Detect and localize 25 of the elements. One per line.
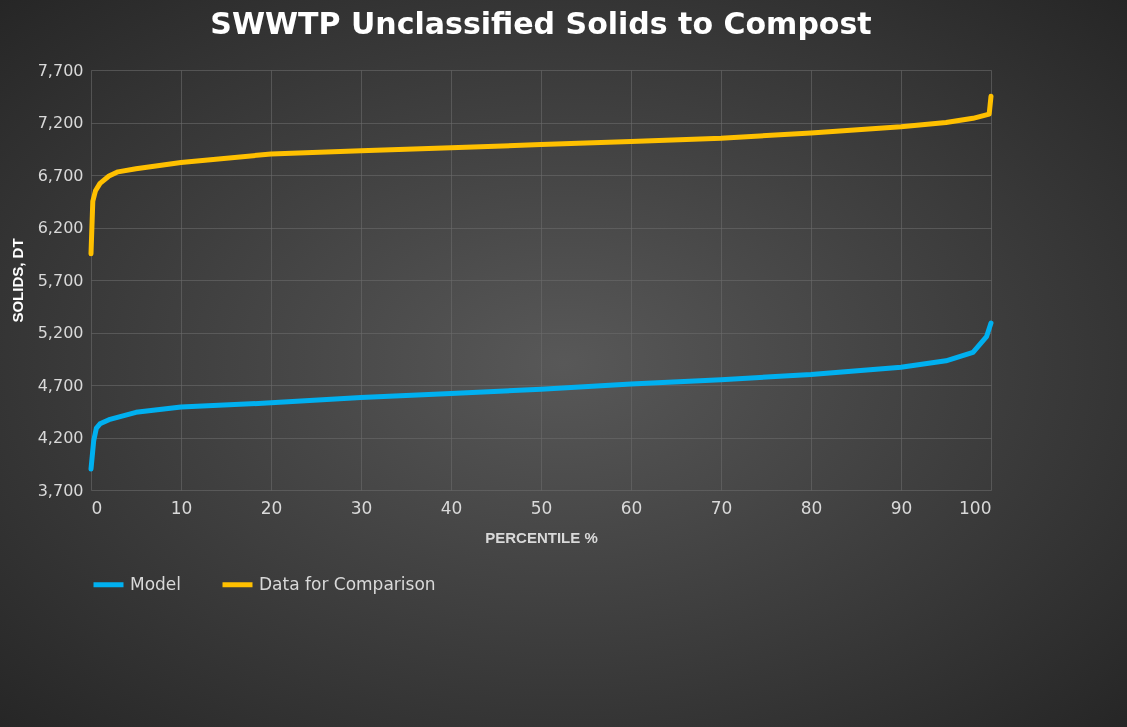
y-tick-label: 5,200 [37, 323, 84, 342]
legend-label: Data for Comparison [259, 573, 436, 594]
y-tick-label: 6,700 [37, 165, 84, 185]
x-tick-label: 80 [800, 497, 823, 518]
y-tick-label: 4,200 [37, 428, 84, 447]
x-tick-label: 40 [440, 497, 463, 518]
y-axis-title: SOLIDS, DT [8, 238, 26, 323]
y-tick-label: 4,700 [37, 375, 84, 395]
x-tick-label: 50 [530, 497, 553, 518]
y-tick-label: 5,700 [37, 270, 84, 290]
x-tick-label: 90 [890, 497, 913, 518]
y-tick-label: 7,700 [37, 60, 84, 80]
x-tick-label: 20 [260, 497, 283, 518]
legend-label: Model [130, 573, 182, 594]
x-tick-label: 30 [350, 497, 373, 518]
y-tick-label: 3,700 [37, 480, 84, 500]
y-tick-label: 6,200 [37, 218, 84, 237]
x-tick-label: 0 [91, 497, 103, 518]
x-tick-label: 60 [620, 497, 643, 518]
x-tick-label: 10 [170, 497, 193, 518]
x-tick-label: 70 [710, 497, 733, 518]
y-tick-label: 7,200 [37, 113, 84, 132]
chart-title: SWWTP Unclassified Solids to Compost [210, 6, 872, 41]
x-axis-title: PERCENTILE % [485, 528, 598, 546]
x-tick-label: 100 [959, 497, 992, 518]
